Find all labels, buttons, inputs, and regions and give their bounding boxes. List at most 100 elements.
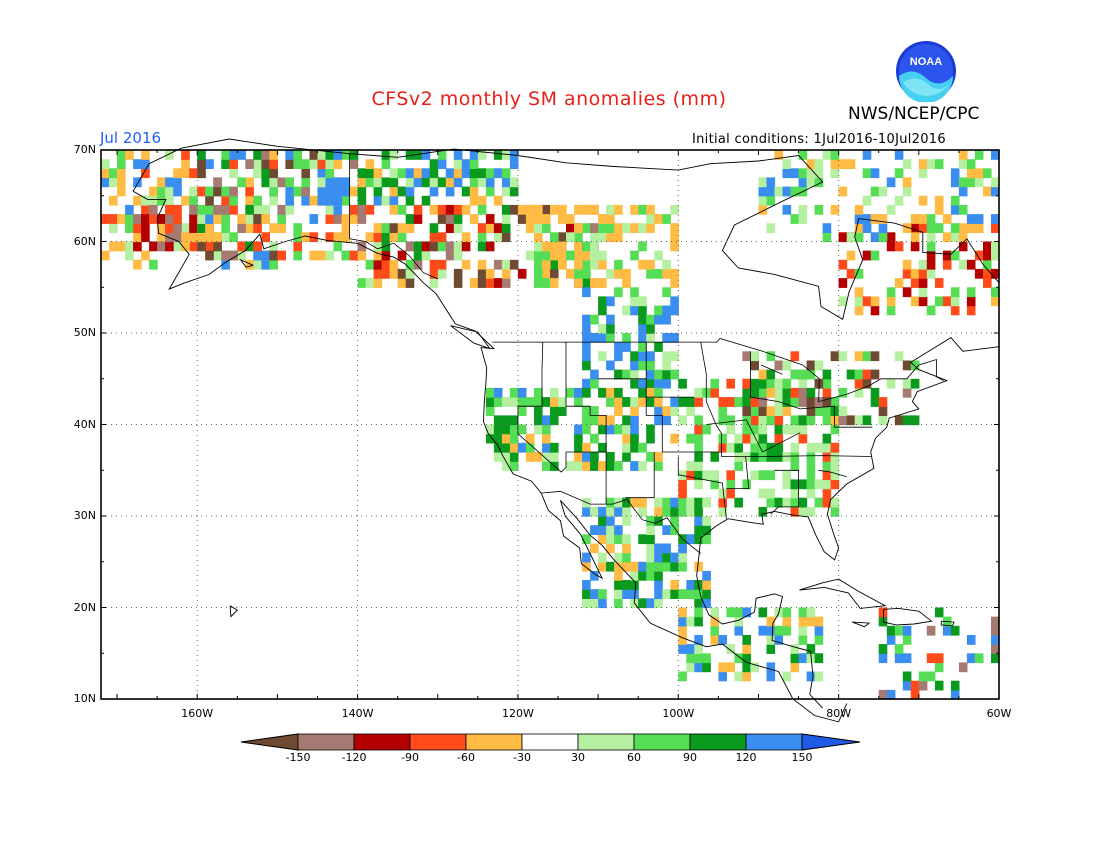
anomaly-cell: [109, 241, 118, 252]
anomaly-cell: [950, 223, 960, 233]
anomaly-cell: [525, 214, 535, 224]
anomaly-cell: [638, 387, 647, 398]
anomaly-cell: [934, 653, 944, 664]
anomaly-cell: [694, 470, 703, 481]
anomaly-cell: [341, 195, 351, 206]
anomaly-cell: [389, 232, 399, 243]
anomaly-cell: [614, 406, 623, 416]
anomaly-cell: [117, 214, 126, 224]
anomaly-cell: [638, 598, 647, 609]
lon-tick-label: 160W: [181, 707, 214, 720]
anomaly-cell: [662, 589, 671, 599]
anomaly-cell: [485, 424, 495, 435]
anomaly-cell: [766, 616, 776, 627]
anomaly-cell: [509, 259, 519, 270]
anomaly-cell: [638, 204, 647, 215]
anomaly-cell: [493, 168, 503, 179]
lon-tick-label: 100W: [662, 707, 695, 720]
anomaly-cell: [509, 442, 519, 453]
anomaly-cell: [814, 360, 824, 371]
anomaly-cell: [806, 369, 816, 380]
anomaly-cell: [606, 461, 615, 471]
anomaly-cell: [205, 250, 214, 261]
anomaly-cell: [974, 168, 984, 179]
anomaly-cell: [878, 616, 888, 627]
anomaly-cell: [918, 287, 928, 298]
anomaly-cell: [309, 195, 319, 206]
anomaly-cell: [790, 397, 800, 407]
anomaly-cell: [574, 241, 583, 252]
anomaly-cell: [357, 278, 367, 288]
anomaly-cell: [974, 150, 984, 160]
anomaly-cell: [991, 287, 1000, 298]
anomaly-cell: [782, 397, 792, 407]
anomaly-cell: [197, 150, 206, 160]
anomaly-cell: [734, 497, 743, 508]
anomaly-cell: [630, 287, 639, 298]
colorbar-level-label: 30: [571, 751, 585, 764]
anomaly-cell: [646, 452, 655, 462]
anomaly-cell: [790, 488, 800, 499]
lon-tick-label: 140W: [341, 707, 374, 720]
anomaly-cell: [950, 296, 960, 307]
anomaly-cell: [101, 214, 110, 224]
anomaly-cell: [654, 589, 663, 599]
anomaly-cell: [678, 552, 687, 563]
anomaly-cell: [678, 625, 687, 636]
anomaly-cell: [902, 223, 912, 233]
anomaly-cell: [694, 506, 703, 517]
anomaly-cell: [485, 223, 495, 233]
anomaly-cell: [798, 415, 808, 426]
anomaly-cell: [750, 360, 759, 371]
anomaly-cell: [622, 268, 631, 279]
anomaly-cell: [509, 387, 519, 398]
anomaly-cell: [782, 607, 792, 618]
anomaly-cell: [758, 488, 768, 499]
anomaly-cell: [622, 580, 631, 590]
anomaly-cell: [958, 259, 968, 270]
anomaly-cell: [509, 159, 519, 169]
anomaly-cell: [806, 406, 816, 416]
anomaly-cell: [509, 204, 519, 215]
anomaly-cell: [806, 397, 816, 407]
anomaly-cell: [983, 250, 992, 261]
anomaly-cell: [453, 268, 463, 279]
anomaly-cell: [614, 369, 623, 380]
anomaly-cell: [477, 195, 487, 206]
anomaly-cell: [894, 653, 904, 664]
anomaly-cell: [221, 159, 230, 169]
anomaly-cell: [670, 369, 679, 380]
anomaly-cell: [718, 506, 727, 517]
anomaly-cell: [373, 250, 383, 261]
anomaly-cell: [485, 406, 495, 416]
anomaly-cell: [806, 470, 816, 481]
anomaly-cell: [485, 168, 495, 179]
anomaly-cell: [758, 506, 768, 517]
anomaly-cell: [582, 241, 591, 252]
colorbar-level-label: -30: [513, 751, 531, 764]
anomaly-cell: [983, 278, 992, 288]
anomaly-cell: [918, 159, 928, 169]
anomaly-cell: [670, 506, 679, 517]
anomaly-cell: [493, 415, 503, 426]
anomaly-cell: [726, 442, 735, 453]
anomaly-cell: [493, 442, 503, 453]
anomaly-cell: [838, 415, 848, 426]
anomaly-cell: [213, 186, 222, 197]
anomaly-cell: [822, 433, 832, 444]
anomaly-cell: [806, 360, 816, 371]
anomaly-cell: [582, 452, 591, 462]
anomaly-cell: [445, 186, 455, 197]
anomaly-cell: [261, 177, 270, 188]
anomaly-cell: [854, 204, 864, 215]
anomaly-cell: [373, 168, 383, 179]
anomaly-cell: [525, 433, 535, 444]
lon-tick-label: 80W: [826, 707, 852, 720]
anomaly-cell: [582, 287, 591, 298]
anomaly-cell: [934, 680, 944, 691]
anomaly-cell: [926, 653, 936, 664]
anomaly-cell: [782, 671, 792, 682]
anomaly-cell: [966, 177, 976, 188]
anomaly-cell: [774, 452, 784, 462]
anomaly-cell: [846, 232, 856, 243]
